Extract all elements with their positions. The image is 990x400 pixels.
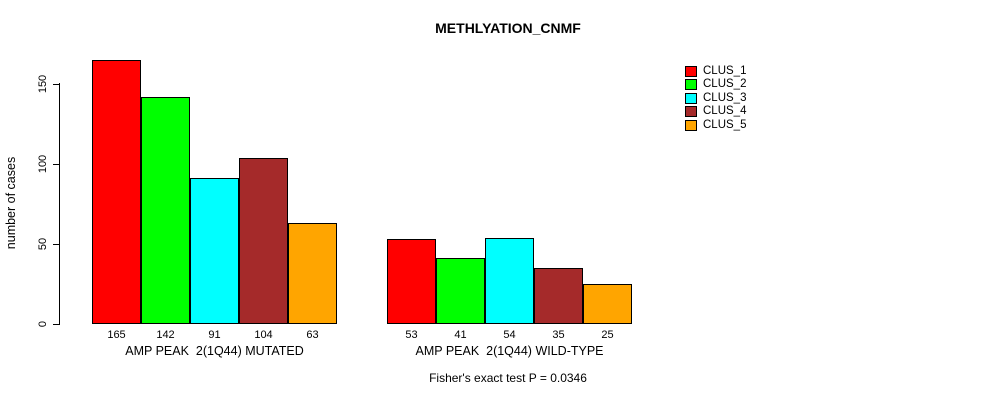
bar-value-label: 91 [208,329,221,341]
bar-value-label: 53 [405,329,418,341]
chart-title: METHLYATION_CNMF [435,20,581,36]
y-tick-mark [53,323,60,325]
legend-swatch [685,79,697,91]
bar-value-label: 54 [503,329,516,341]
legend-item-clus_3: CLUS_3 [685,92,765,105]
bar-clus_3-group1 [190,178,239,324]
legend-swatch [685,92,697,104]
bar-clus_1-group1 [92,60,141,324]
fisher-test-annotation: Fisher's exact test P = 0.0346 [429,371,587,385]
y-axis-line [59,83,60,324]
bar-clus_4-group2 [534,268,583,324]
bar-value-label: 142 [156,329,175,341]
bar-clus_1-group2 [387,239,436,324]
legend-label: CLUS_5 [703,118,747,131]
legend-label: CLUS_2 [703,78,747,91]
legend-swatch [685,66,697,77]
legend-item-clus_4: CLUS_4 [685,105,765,118]
y-tick-label: 50 [37,237,49,250]
bar-clus_4-group1 [239,158,288,324]
group-label: AMP PEAK 2(1Q44) WILD-TYPE [415,344,604,358]
y-tick-label: 0 [37,320,49,327]
bar-value-label: 165 [107,329,126,341]
bar-clus_5-group2 [583,284,632,324]
y-tick-label: 150 [37,74,49,93]
y-tick-mark [53,83,60,85]
legend-label: CLUS_4 [703,105,747,118]
y-tick-mark [53,243,60,245]
y-tick-label: 100 [37,154,49,173]
bar-clus_2-group2 [436,258,485,324]
legend-item-clus_5: CLUS_5 [685,119,765,132]
group-label: AMP PEAK 2(1Q44) MUTATED [125,344,304,358]
bar-value-label: 63 [306,329,319,341]
legend-swatch [685,106,697,118]
bar-clus_3-group2 [485,238,534,324]
bar-value-label: 104 [254,329,273,341]
bar-value-label: 35 [552,329,565,341]
legend-item-clus_2: CLUS_2 [685,78,765,91]
legend-label: CLUS_3 [703,91,747,104]
bar-value-label: 41 [454,329,467,341]
bar-clus_2-group1 [141,97,190,324]
y-tick-mark [53,163,60,165]
legend-swatch [685,119,697,131]
bar-clus_5-group1 [288,223,337,324]
legend-item-clus_1: CLUS_1 [685,65,765,78]
bar-value-label: 25 [601,329,614,341]
y-axis-title: number of cases [4,156,18,250]
legend-label: CLUS_1 [703,65,747,77]
